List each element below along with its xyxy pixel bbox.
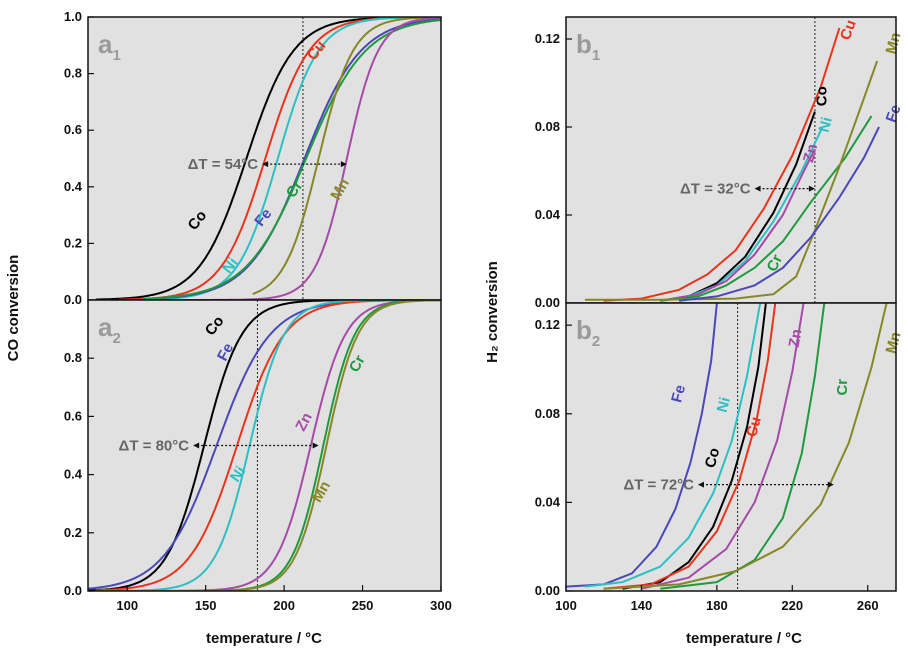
series-group xyxy=(584,27,880,302)
x-tick-label: 100 xyxy=(116,598,138,613)
y-tick-label: 0.08 xyxy=(535,406,560,421)
delta-t-arrow-right xyxy=(808,185,815,192)
x-tick-label: 220 xyxy=(781,598,803,613)
y-tick-label: 0.4 xyxy=(64,179,83,194)
y-tick-label: 0.2 xyxy=(64,525,82,540)
delta-t-label: ΔT = 72°C xyxy=(623,477,694,494)
panel-label-sub: 1 xyxy=(112,47,120,64)
series-line-Ni xyxy=(584,303,762,588)
y-axis-label-h2: H₂ conversion xyxy=(484,261,501,363)
series-line-Zn xyxy=(95,300,441,591)
y-tick-label: 0.12 xyxy=(535,317,560,332)
series-label-Zn: Zn xyxy=(292,410,316,434)
y-tick-label: 0.4 xyxy=(64,467,83,482)
y-tick-label: 0.8 xyxy=(64,66,82,81)
series-line-Cu xyxy=(603,27,841,302)
series-label-Ni: Ni xyxy=(714,395,734,414)
y-tick-label: 0.6 xyxy=(64,408,82,423)
x-axis-label-right: temperature / °C xyxy=(686,630,802,647)
x-tick-label: 100 xyxy=(555,598,577,613)
x-tick-label: 300 xyxy=(430,598,452,613)
x-tick-label: 260 xyxy=(857,598,879,613)
delta-t-arrow-right xyxy=(312,442,319,449)
x-axis-label-left: temperature / °C xyxy=(206,630,322,647)
delta-t-arrow-right xyxy=(827,481,834,488)
plot-area-b1 xyxy=(566,17,896,303)
series-line-Co xyxy=(88,300,441,591)
panel-label-sub: 2 xyxy=(592,333,600,350)
series-line-Mn xyxy=(603,303,888,590)
series-line-Zn xyxy=(142,17,441,300)
series-label-Cr: Cr xyxy=(346,352,369,375)
y-tick-label: 0.2 xyxy=(64,235,82,250)
series-line-Zn xyxy=(660,148,816,302)
series-line-Cr xyxy=(660,303,826,590)
series-group xyxy=(566,303,888,590)
panel-label-sub: 2 xyxy=(112,330,120,347)
series-label-Co: Co xyxy=(702,446,724,470)
x-tick-label: 250 xyxy=(352,598,374,613)
series-label-Cr: Cr xyxy=(764,252,787,274)
y-tick-label: 0.00 xyxy=(535,295,560,310)
series-label-Cr: Cr xyxy=(834,379,851,396)
series-label-Fe: Fe xyxy=(668,383,689,404)
series-line-Fe xyxy=(678,126,880,302)
series-line-Mn xyxy=(252,17,441,295)
x-tick-label: 140 xyxy=(631,598,653,613)
series-label-Cr: Cr xyxy=(283,177,307,201)
delta-t-label: ΔT = 54°C xyxy=(188,156,259,173)
series-line-Cu xyxy=(603,303,777,590)
series-label-Fe: Fe xyxy=(883,102,905,124)
panel-label-sub: 1 xyxy=(592,47,600,64)
series-label-Mn: Mn xyxy=(883,330,905,355)
series-label-Co: Co xyxy=(813,86,830,106)
y-tick-label: 0.00 xyxy=(535,583,560,598)
x-tick-label: 180 xyxy=(706,598,728,613)
series-label-Cu: Cu xyxy=(837,18,860,43)
x-tick-label: 150 xyxy=(195,598,217,613)
delta-t-arrow-left xyxy=(754,185,761,192)
y-tick-label: 0.0 xyxy=(64,292,82,307)
y-tick-label: 0.12 xyxy=(535,31,560,46)
series-line-Mn xyxy=(95,300,441,591)
delta-t-arrow-left xyxy=(698,481,704,488)
y-tick-label: 0.04 xyxy=(535,207,561,222)
delta-t-arrow-left xyxy=(262,161,269,168)
y-tick-label: 0.0 xyxy=(64,583,82,598)
delta-t-arrow-right xyxy=(340,161,347,168)
y-tick-label: 0.8 xyxy=(64,350,82,365)
y-tick-label: 0.6 xyxy=(64,122,82,137)
plot-frame-a2 xyxy=(87,299,442,592)
delta-t-label: ΔT = 80°C xyxy=(119,438,190,455)
y-tick-label: 0.08 xyxy=(535,119,560,134)
y-tick-label: 1.0 xyxy=(64,9,82,24)
series-label-Ni: Ni xyxy=(816,115,836,134)
series-line-Cr xyxy=(95,300,441,591)
series-label-Zn: Zn xyxy=(800,142,821,164)
plot-area-a2 xyxy=(88,300,441,591)
series-label-Fe: Fe xyxy=(214,340,237,363)
delta-t-arrow-left xyxy=(193,442,200,449)
series-label-Mn: Mn xyxy=(883,31,905,56)
x-tick-label: 200 xyxy=(273,598,295,613)
delta-t-label: ΔT = 32°C xyxy=(680,181,751,198)
series-label-Zn: Zn xyxy=(786,328,806,349)
plot-frame-b2 xyxy=(565,302,897,592)
series-line-Zn xyxy=(641,303,805,590)
y-axis-label-co: CO conversion xyxy=(5,255,22,362)
series-line-Fe xyxy=(566,303,718,588)
y-tick-label: 0.04 xyxy=(535,494,561,509)
series-group xyxy=(95,17,441,300)
series-label-Cu: Cu xyxy=(743,415,765,439)
